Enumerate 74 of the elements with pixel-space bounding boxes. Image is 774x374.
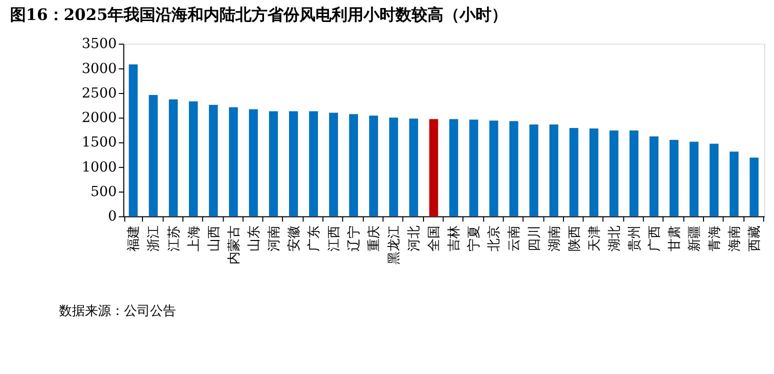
bar [429,119,438,216]
x-tick-label: 内蒙古 [226,226,242,265]
bar [710,144,719,216]
bar [449,119,458,216]
x-tick-label: 广东 [306,226,322,252]
x-tick-label: 西藏 [748,226,763,252]
y-tick-label: 2500 [82,85,117,102]
bar [650,136,658,216]
bar [509,121,518,216]
bar [529,124,538,216]
x-tick-label: 福建 [126,226,142,252]
bar [589,128,598,216]
bar [569,128,578,216]
bar [228,107,238,216]
x-tick-label: 甘肃 [667,226,682,252]
bar [148,94,158,216]
bar [670,140,678,216]
x-tick-label: 河南 [266,226,282,252]
y-tick-label: 1000 [82,159,117,176]
bar [409,118,418,216]
bar [469,120,478,216]
bar [630,130,638,216]
x-tick-label: 吉林 [447,226,462,252]
bar [168,99,178,216]
bar [389,118,398,216]
y-tick-label: 0 [108,208,117,225]
bar [609,130,618,216]
x-tick-label: 海南 [728,226,743,252]
x-tick-label: 辽宁 [346,226,362,252]
bar [128,64,138,216]
x-tick-label: 新疆 [687,226,702,252]
x-tick-label: 全国 [427,226,442,252]
x-tick-label: 云南 [507,226,522,252]
x-tick-label: 天津 [587,226,602,252]
y-tick-label: 2000 [82,110,117,126]
x-tick-label: 湖南 [547,226,562,252]
x-tick-label: 山西 [206,226,222,252]
x-tick-label: 北京 [487,226,502,252]
x-tick-label: 上海 [186,226,202,252]
x-tick-label: 陕西 [567,226,582,252]
y-tick-label: 3000 [82,60,117,77]
bar [690,142,698,216]
source-note: 数据来源：公司公告 [59,304,176,319]
x-tick-label: 宁夏 [466,226,482,252]
bar [289,111,298,216]
bar [730,152,739,216]
bar [489,120,498,216]
x-tick-label: 河北 [407,226,422,252]
x-tick-label: 重庆 [367,226,382,252]
x-tick-label: 青海 [708,226,723,252]
bar [750,158,759,216]
y-tick-label: 1500 [82,134,117,151]
bar [208,104,218,216]
bar [369,116,378,216]
x-tick-label: 湖北 [607,226,622,252]
bar [248,109,258,216]
bar [269,111,278,216]
chart-title: 图16：2025年我国沿海和内陆北方省份风电利用小时数较高（小时） [10,5,508,24]
bar [329,112,338,216]
bar [309,111,318,216]
x-tick-label: 山东 [246,226,262,252]
x-tick-label: 江西 [326,226,342,252]
x-tick-label: 广西 [647,226,662,252]
bar [349,114,358,216]
x-tick-label: 安徽 [286,226,302,252]
x-tick-label: 江苏 [166,226,182,252]
y-tick-label: 3500 [82,36,117,52]
bar [188,101,198,216]
bar [549,124,558,216]
x-tick-label: 黑龙江 [387,226,402,265]
x-tick-label: 贵州 [627,226,642,252]
y-tick-label: 500 [90,184,117,200]
x-tick-label: 浙江 [146,226,162,252]
x-tick-label: 四川 [527,226,542,252]
